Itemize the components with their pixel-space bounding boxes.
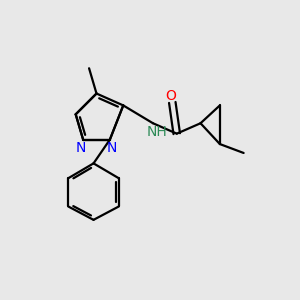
Text: N: N bbox=[107, 141, 117, 155]
Text: NH: NH bbox=[146, 125, 167, 139]
Text: O: O bbox=[165, 89, 176, 103]
Text: N: N bbox=[76, 141, 86, 155]
